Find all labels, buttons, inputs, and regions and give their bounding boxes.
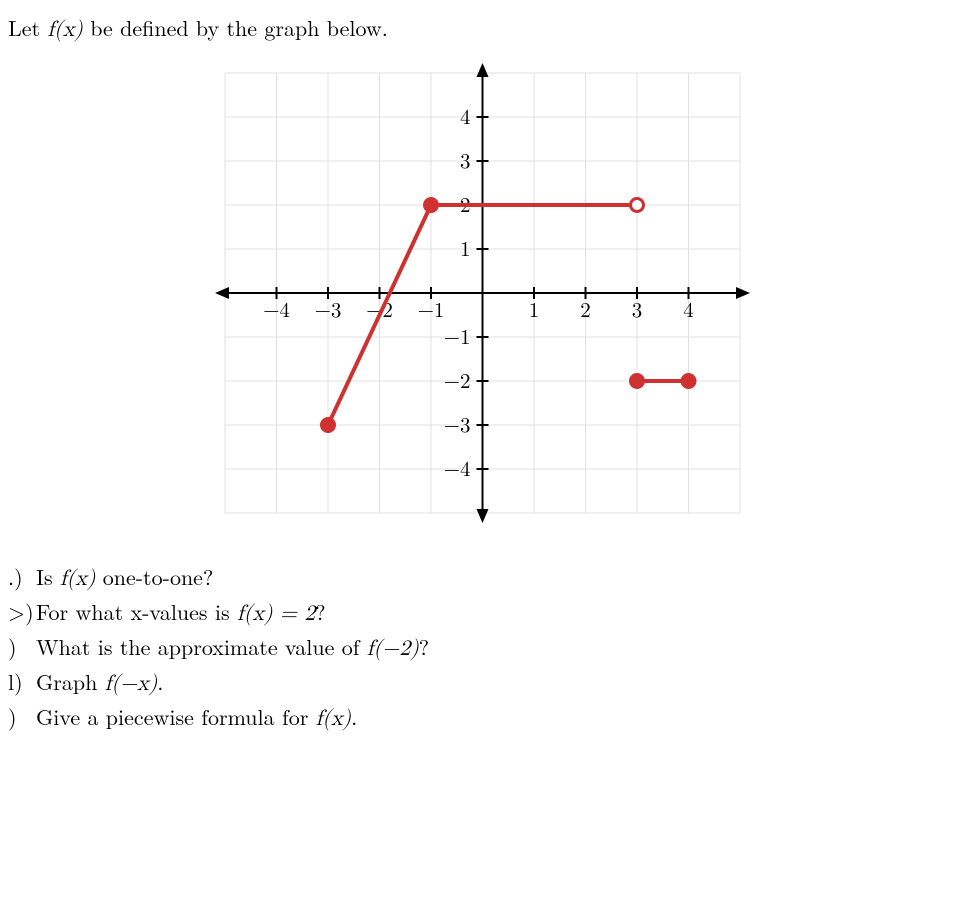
question-list: .) Is f(x) one-to-one? >) For what x-val…: [8, 561, 956, 735]
q-text: Is f(x) one-to-one?: [36, 561, 213, 596]
prompt-suffix: be defined by the graph below.: [90, 12, 388, 43]
q-post: ?: [315, 596, 325, 627]
prompt-fn: f(x): [47, 19, 82, 41]
q-text: Give a piecewise formula for f(x).: [36, 701, 357, 736]
svg-text:−1: −1: [417, 301, 444, 322]
q-marker: >): [8, 596, 36, 628]
q-post: .: [157, 666, 163, 697]
q-fn: f(x): [316, 708, 351, 730]
q-pre: What is the approximate value of: [36, 631, 367, 662]
svg-text:−3: −3: [314, 301, 341, 322]
svg-text:−2: −2: [443, 372, 470, 393]
q-fn: f(−x): [105, 673, 158, 695]
svg-text:−3: −3: [443, 416, 470, 437]
chart-container: −4−3−2−11234−4−3−2−11234: [8, 53, 956, 533]
q-pre: Graph: [36, 666, 105, 697]
svg-text:3: 3: [460, 152, 471, 173]
svg-text:4: 4: [683, 301, 694, 322]
q-text: Graph f(−x).: [36, 666, 163, 701]
question-row: ) Give a piecewise formula for f(x).: [8, 701, 956, 736]
q-post: ?: [419, 631, 429, 662]
q-text: What is the approximate value of f(−2)?: [36, 631, 429, 666]
question-row: .) Is f(x) one-to-one?: [8, 561, 956, 596]
svg-text:−4: −4: [263, 301, 290, 322]
question-row: >) For what x-values is f(x) = 2?: [8, 596, 956, 631]
question-row: ) What is the approximate value of f(−2)…: [8, 631, 956, 666]
svg-text:1: 1: [528, 301, 539, 322]
q-post: .: [351, 701, 357, 732]
q-marker: ): [8, 701, 36, 733]
q-marker: .): [8, 561, 36, 593]
prompt-prefix: Let: [8, 12, 47, 43]
svg-text:−4: −4: [443, 460, 470, 481]
q-text: For what x-values is f(x) = 2?: [36, 596, 326, 631]
q-pre: For what x-values is: [36, 596, 237, 627]
q-fn: f(−2): [367, 638, 419, 660]
q-marker: l): [8, 666, 36, 698]
svg-text:3: 3: [631, 301, 642, 322]
svg-text:2: 2: [580, 301, 591, 322]
q-fn: f(x): [60, 568, 95, 590]
prompt-line: Let f(x) be defined by the graph below.: [8, 12, 956, 43]
q-marker: ): [8, 631, 36, 663]
q-pre: Give a piecewise formula for: [36, 701, 316, 732]
question-row: l) Graph f(−x).: [8, 666, 956, 701]
svg-text:−1: −1: [443, 328, 470, 349]
svg-text:4: 4: [460, 108, 471, 129]
function-graph: −4−3−2−11234−4−3−2−11234: [205, 53, 760, 533]
svg-text:1: 1: [460, 240, 471, 261]
q-pre: Is: [36, 561, 60, 592]
q-fn: f(x) = 2: [237, 603, 315, 625]
q-post: one-to-one?: [95, 561, 213, 592]
